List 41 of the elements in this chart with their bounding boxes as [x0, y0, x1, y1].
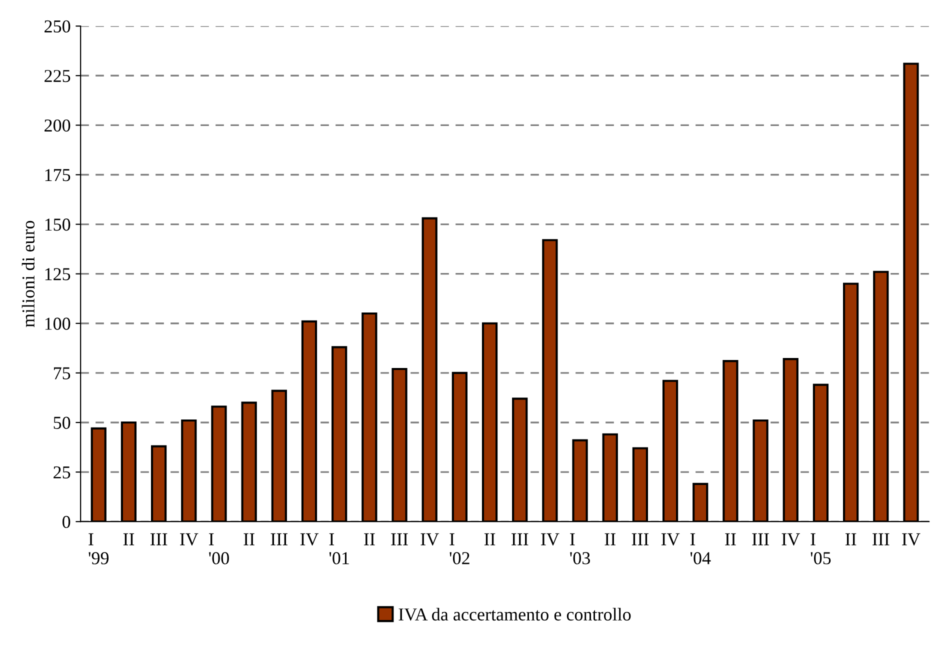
- x-tick-label: II: [725, 533, 736, 546]
- y-axis-title: milioni di euro: [22, 220, 35, 328]
- x-tick-label: I '03: [570, 533, 590, 564]
- x-tick-label: I '04: [690, 533, 711, 564]
- y-tick-label: 175: [45, 169, 70, 182]
- y-tick-label: 25: [54, 466, 70, 478]
- x-tick-label: I '02: [450, 533, 470, 564]
- x-tick-label: IV: [180, 533, 198, 546]
- x-tick-label: IV: [420, 533, 439, 546]
- x-tick-label: III: [872, 533, 890, 546]
- x-tick-label: I '01: [329, 533, 349, 564]
- y-tick-label: 75: [54, 367, 70, 380]
- x-tick-label: II: [244, 533, 254, 546]
- y-tick-label: 250: [44, 20, 70, 33]
- x-tick-label: III: [270, 533, 288, 546]
- x-tick-label: I '00: [208, 533, 229, 564]
- x-tick-label: III: [150, 533, 168, 546]
- x-tick-label: III: [632, 533, 649, 546]
- y-tick-label: 50: [54, 416, 70, 429]
- x-tick-label: IV: [541, 533, 560, 546]
- y-tick-label: 125: [45, 268, 70, 280]
- y-tick-label: 0: [62, 516, 70, 528]
- y-tick-label: 200: [44, 119, 70, 132]
- y-tick-label: 100: [45, 318, 70, 330]
- x-tick-label: IV: [661, 533, 680, 546]
- y-tick-label: 150: [45, 218, 70, 231]
- x-tick-label: I '99: [88, 533, 109, 564]
- x-tick-label: II: [484, 533, 496, 546]
- x-tick-label: IV: [782, 533, 800, 546]
- y-tick-label: 225: [44, 70, 70, 82]
- x-tick-label: II: [123, 533, 134, 546]
- x-tick-label: III: [752, 533, 769, 546]
- x-tick-label: III: [391, 533, 408, 546]
- x-tick-label: I '05: [810, 533, 831, 564]
- legend-label: IVA da accertamento e controllo: [398, 608, 631, 621]
- x-tick-label: IV: [902, 533, 920, 546]
- x-tick-label: II: [604, 533, 616, 546]
- x-tick-label: IV: [300, 533, 319, 546]
- x-tick-label: II: [364, 533, 375, 546]
- x-tick-label: III: [511, 533, 528, 546]
- x-tick-label: II: [845, 533, 856, 546]
